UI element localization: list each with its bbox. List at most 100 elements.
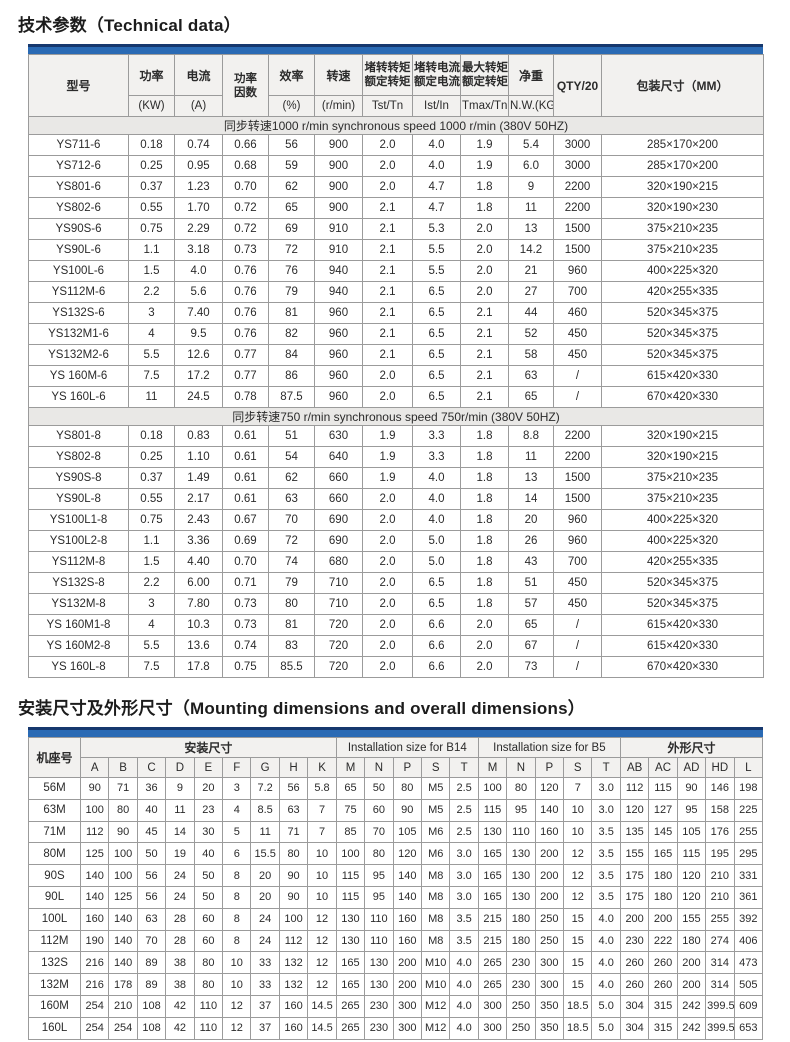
value-cell: 0.73 [222, 239, 269, 261]
value-cell: / [553, 614, 602, 636]
value-cell: 20 [250, 885, 280, 909]
value-cell: 3000 [553, 134, 602, 156]
value-cell: 710 [314, 593, 363, 615]
value-cell: 4.0 [449, 994, 479, 1018]
value-cell: 2.0 [362, 386, 413, 408]
value-cell: 210 [108, 994, 138, 1018]
value-cell: 350 [534, 994, 565, 1018]
value-cell: 10 [222, 951, 252, 975]
table-row: YS112M-8 1.5 4.40 0.70 74 680 2.0 5.0 1.8 43 700 42… [28, 551, 764, 573]
value-cell: 4.40 [174, 551, 223, 573]
value-cell: 960 [553, 530, 602, 552]
value-cell: 100 [80, 798, 110, 822]
value-cell: 315 [648, 994, 678, 1018]
value-cell: 10 [222, 973, 252, 996]
value-cell: 127 [648, 798, 678, 822]
value-cell: 2.0 [362, 176, 413, 198]
value-cell: 65 [335, 777, 366, 800]
speed-section-label: 同步转速1000 r/min synchronous speed 1000 r/… [28, 116, 764, 135]
value-cell: 3 [222, 777, 252, 800]
value-cell: 0.75 [128, 218, 175, 240]
value-cell: 2.1 [460, 302, 509, 324]
value-cell: / [553, 656, 602, 678]
value-cell: 690 [314, 530, 363, 552]
value-cell: 4.0 [591, 907, 621, 931]
value-cell: M12 [420, 994, 451, 1018]
value-cell: 520×345×375 [601, 323, 764, 345]
value-cell: 3.0 [591, 777, 621, 800]
value-cell: 80 [278, 842, 309, 866]
value-cell: 0.74 [174, 134, 223, 156]
value-cell: 2.1 [460, 323, 509, 345]
value-cell: 130 [364, 973, 394, 996]
value-cell: 14.5 [307, 994, 337, 1018]
value-cell: 4 [222, 798, 252, 822]
value-cell: 640 [314, 446, 363, 468]
value-cell: 216 [80, 973, 110, 996]
value-cell: 2.1 [362, 239, 413, 261]
value-cell: 1.5 [128, 551, 175, 573]
value-cell: 7.5 [128, 365, 175, 387]
value-cell: 3.5 [591, 842, 621, 866]
value-cell: 165 [335, 973, 366, 996]
value-cell: 0.25 [128, 446, 175, 468]
value-cell: 130 [477, 820, 508, 844]
value-cell: 3.5 [449, 929, 479, 953]
speed-section-row: 同步转速750 r/min synchronous speed 750r/min… [28, 407, 764, 426]
value-cell: 3.0 [591, 798, 621, 822]
value-cell: 2.0 [362, 572, 413, 594]
value-cell: 215 [477, 907, 508, 931]
value-cell: 180 [506, 929, 536, 953]
table-row: YS112M-6 2.2 5.6 0.76 79 940 2.1 6.5 2.0 27 700 420… [28, 281, 764, 303]
table-row: YS132S-6 3 7.40 0.76 81 960 2.1 6.5 2.1 44 460 520×… [28, 302, 764, 324]
value-cell: 4.0 [412, 134, 461, 156]
value-cell: 300 [477, 1016, 508, 1040]
value-cell: 178 [108, 973, 138, 996]
value-cell: 680 [314, 551, 363, 573]
value-cell: 900 [314, 155, 363, 177]
value-cell: 609 [733, 994, 764, 1018]
value-cell: 135 [619, 820, 650, 844]
value-cell: 3.5 [591, 864, 621, 887]
value-cell: 400×225×320 [601, 509, 764, 531]
table-row: 132M 216 178 89 38 80 10 33 132 12 165 130 200 M10 4.0… [27, 973, 764, 996]
value-cell: 2.0 [460, 218, 509, 240]
value-cell: 12 [307, 973, 337, 996]
frame-cell: 71M [27, 820, 82, 844]
value-cell: 0.72 [222, 197, 269, 219]
value-cell: 56 [278, 777, 309, 800]
value-cell: 1.70 [174, 197, 223, 219]
tst-line1: 堵转转矩 [364, 62, 411, 74]
dim-letter-header: P [392, 757, 423, 778]
value-cell: 242 [676, 1016, 707, 1040]
value-cell: 8 [222, 885, 252, 909]
table-row: YS801-8 0.18 0.83 0.61 51 630 1.9 3.3 1.8 8.8 2200… [28, 425, 764, 447]
value-cell: 140 [534, 798, 565, 822]
value-cell: 40 [193, 842, 224, 866]
value-cell: 155 [676, 907, 707, 931]
value-cell: 83 [268, 635, 315, 657]
value-cell: 3.0 [449, 864, 479, 887]
value-cell: 1.9 [362, 446, 413, 468]
dim-letter-header: A [80, 757, 110, 778]
value-cell: 110 [193, 994, 224, 1018]
value-cell: 72 [268, 239, 315, 261]
value-cell: 4.0 [412, 467, 461, 489]
dim-letter-header: G [250, 757, 280, 778]
value-cell: 70 [268, 509, 315, 531]
value-cell: 900 [314, 197, 363, 219]
table-row: YS132S-8 2.2 6.00 0.71 79 710 2.0 6.5 1.8 51 450 52… [28, 572, 764, 594]
value-cell: 95 [506, 798, 536, 822]
value-cell: 200 [619, 907, 650, 931]
value-cell: 140 [80, 864, 110, 887]
value-cell: 960 [314, 386, 363, 408]
value-cell: 112 [619, 777, 650, 800]
value-cell: 50 [136, 842, 167, 866]
value-cell: 260 [619, 951, 650, 975]
value-cell: 4.0 [174, 260, 223, 282]
table-row: YS132M-8 3 7.80 0.73 80 710 2.0 6.5 1.8 57 450 520×… [28, 593, 764, 615]
value-cell: 960 [314, 344, 363, 366]
value-cell: 2.2 [128, 281, 175, 303]
value-cell: 450 [553, 572, 602, 594]
value-cell: 200 [648, 907, 678, 931]
